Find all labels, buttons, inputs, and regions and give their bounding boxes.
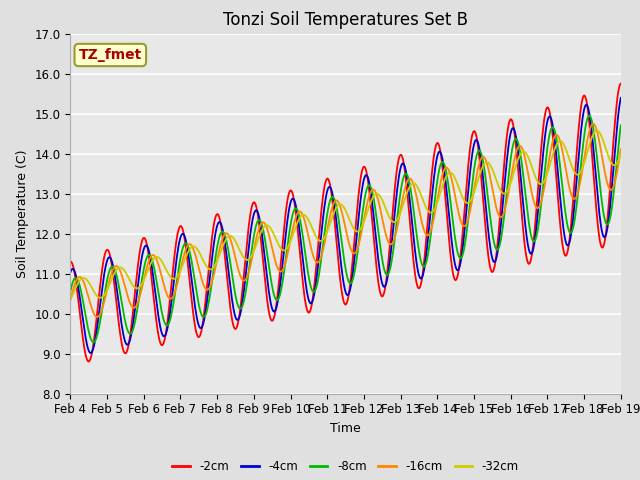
-16cm bbox=[413, 197, 421, 203]
-2cm bbox=[617, 81, 625, 86]
Line: -4cm: -4cm bbox=[70, 98, 621, 353]
Title: Tonzi Soil Temperatures Set B: Tonzi Soil Temperatures Set B bbox=[223, 11, 468, 29]
-4cm bbox=[219, 227, 227, 233]
-8cm bbox=[134, 304, 141, 310]
-8cm bbox=[429, 211, 437, 216]
Text: TZ_fmet: TZ_fmet bbox=[79, 48, 142, 62]
-8cm bbox=[90, 339, 97, 345]
-2cm bbox=[67, 259, 74, 264]
Legend: -2cm, -4cm, -8cm, -16cm, -32cm: -2cm, -4cm, -8cm, -16cm, -32cm bbox=[168, 455, 524, 478]
-2cm bbox=[219, 235, 227, 240]
-32cm bbox=[189, 243, 196, 249]
Line: -8cm: -8cm bbox=[70, 116, 621, 342]
-32cm bbox=[429, 209, 436, 215]
Line: -32cm: -32cm bbox=[70, 131, 621, 300]
-8cm bbox=[67, 288, 74, 294]
-2cm bbox=[77, 315, 84, 321]
-2cm bbox=[85, 359, 93, 364]
-4cm bbox=[413, 264, 421, 270]
-16cm bbox=[67, 297, 74, 303]
-4cm bbox=[429, 181, 437, 187]
-16cm bbox=[134, 300, 141, 306]
-4cm bbox=[86, 350, 94, 356]
-32cm bbox=[617, 151, 625, 156]
-32cm bbox=[413, 182, 420, 188]
X-axis label: Time: Time bbox=[330, 422, 361, 435]
-2cm bbox=[134, 264, 141, 270]
-8cm bbox=[219, 229, 227, 235]
-8cm bbox=[77, 286, 84, 291]
-8cm bbox=[586, 113, 593, 119]
-16cm bbox=[429, 218, 437, 224]
-32cm bbox=[77, 277, 84, 283]
-4cm bbox=[617, 95, 625, 101]
-16cm bbox=[93, 314, 101, 320]
-2cm bbox=[429, 158, 437, 164]
-32cm bbox=[218, 245, 226, 251]
-8cm bbox=[190, 271, 198, 276]
-16cm bbox=[219, 235, 227, 241]
-2cm bbox=[190, 314, 198, 320]
-4cm bbox=[77, 299, 84, 304]
-32cm bbox=[67, 297, 74, 302]
-16cm bbox=[589, 121, 597, 127]
-16cm bbox=[617, 146, 625, 152]
-2cm bbox=[413, 283, 421, 288]
-32cm bbox=[133, 286, 141, 291]
Y-axis label: Soil Temperature (C): Soil Temperature (C) bbox=[16, 149, 29, 278]
Line: -2cm: -2cm bbox=[70, 84, 621, 361]
-4cm bbox=[134, 284, 141, 289]
-16cm bbox=[190, 247, 198, 252]
Line: -16cm: -16cm bbox=[70, 124, 621, 317]
-8cm bbox=[413, 236, 421, 241]
-4cm bbox=[190, 293, 198, 299]
-8cm bbox=[617, 122, 625, 128]
-16cm bbox=[77, 274, 84, 280]
-4cm bbox=[67, 269, 74, 275]
-32cm bbox=[593, 128, 601, 133]
